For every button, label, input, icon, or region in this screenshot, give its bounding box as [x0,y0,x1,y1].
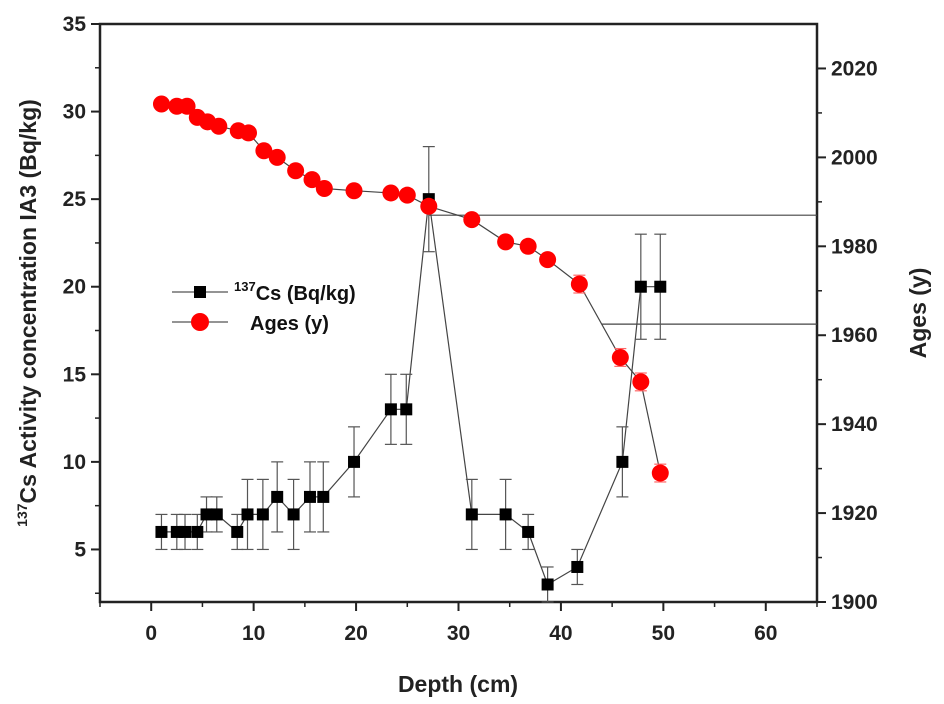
cs-point-9 [271,490,284,503]
cs-point-7 [241,508,254,521]
age-point-19 [519,237,537,255]
age-point-16 [420,197,438,215]
x-tick-label-4: 40 [549,622,572,645]
y-right-tick-label-4: 1980 [831,235,878,258]
age-point-23 [632,373,650,391]
age-point-14 [382,184,400,202]
cs-point-23 [634,280,647,293]
age-point-5 [210,117,228,135]
legend-cs-label: 137Cs (Bq/kg) [234,279,356,305]
x-axis-label: Depth (cm) [398,671,518,697]
y-right-axis-label: Ages (y) [905,268,931,359]
cs-point-3 [191,525,204,538]
age-point-10 [287,162,305,180]
y-left-axis-ticks: 5 10 15 20 25 30 35 [63,13,100,594]
y-right-tick-label-2: 1940 [831,413,878,436]
legend-entry-cs: 137Cs (Bq/kg) [172,279,356,305]
cs-point-6 [231,525,244,538]
cs-series-points [155,193,667,591]
x-tick-label-0: 0 [145,622,157,645]
age-point-7 [240,124,258,142]
y-right-tick-label-3: 1960 [831,324,878,347]
x-tick-label-3: 30 [447,622,470,645]
cs-point-11 [303,490,316,503]
age-point-0 [152,95,170,113]
ages-error-bars [422,201,667,483]
cs-point-12 [317,490,330,503]
age-point-22 [611,348,629,366]
cs-point-17 [465,508,478,521]
age-point-2 [178,97,196,115]
legend-cs-marker [194,286,206,298]
cs-point-2 [179,525,192,538]
cs-point-13 [348,455,361,468]
age-point-18 [497,233,515,251]
y-right-tick-label-6: 2020 [831,57,878,80]
cs-point-4 [200,508,213,521]
y-right-tick-label-0: 1900 [831,591,878,614]
cs-point-24 [654,280,667,293]
cs-point-10 [287,508,300,521]
y-left-axis-label-sup: 137 [14,503,30,527]
legend: 137Cs (Bq/kg) Ages (y) [172,279,356,335]
cs-point-20 [541,578,554,591]
age-point-20 [539,251,557,269]
y-left-tick-label-2: 15 [63,363,87,386]
legend-cs-label-sup: 137 [234,279,256,294]
x-tick-label-6: 60 [754,622,777,645]
cs-point-14 [384,403,397,416]
y-right-axis-ticks: 1900 1920 1940 1960 1980 2000 2020 [817,57,878,614]
y-left-tick-label-0: 5 [74,538,86,561]
x-tick-label-1: 10 [242,622,265,645]
age-point-8 [255,142,273,160]
age-point-11 [303,171,321,189]
legend-entry-ages: Ages (y) [172,313,329,335]
y-left-tick-label-5: 30 [63,101,86,124]
age-point-24 [651,464,669,482]
y-left-axis-label-text: Cs Activity concentration IA3 (Bq/kg) [15,99,41,503]
cs-point-8 [256,508,269,521]
reference-lines [428,214,817,325]
y-right-tick-label-1: 1920 [831,502,878,525]
y-left-tick-label-6: 35 [63,13,87,36]
cs-point-5 [210,508,223,521]
y-left-tick-label-1: 10 [63,451,86,474]
cs-point-21 [571,560,584,573]
age-point-9 [268,148,286,166]
age-point-12 [315,180,333,198]
legend-ages-label: Ages (y) [250,313,329,335]
y-left-tick-label-3: 20 [63,276,86,299]
x-tick-label-5: 50 [652,622,675,645]
y-right-tick-label-5: 2000 [831,146,878,169]
x-tick-label-2: 20 [344,622,367,645]
cs-point-19 [522,525,535,538]
y-left-tick-label-4: 25 [63,188,87,211]
age-point-17 [463,211,481,229]
age-point-13 [345,182,363,200]
age-point-15 [398,186,416,204]
x-axis-ticks: 0 10 20 30 40 50 60 [99,602,818,645]
y-left-axis-label: 137Cs Activity concentration IA3 (Bq/kg) [14,99,41,527]
cs-point-22 [616,455,629,468]
legend-cs-label-text: Cs (Bq/kg) [256,283,356,305]
cs-point-0 [155,525,168,538]
legend-ages-marker [191,313,209,331]
cs-point-18 [499,508,512,521]
age-point-21 [570,275,588,293]
cs-point-15 [400,403,413,416]
ages-series-points [152,95,669,482]
